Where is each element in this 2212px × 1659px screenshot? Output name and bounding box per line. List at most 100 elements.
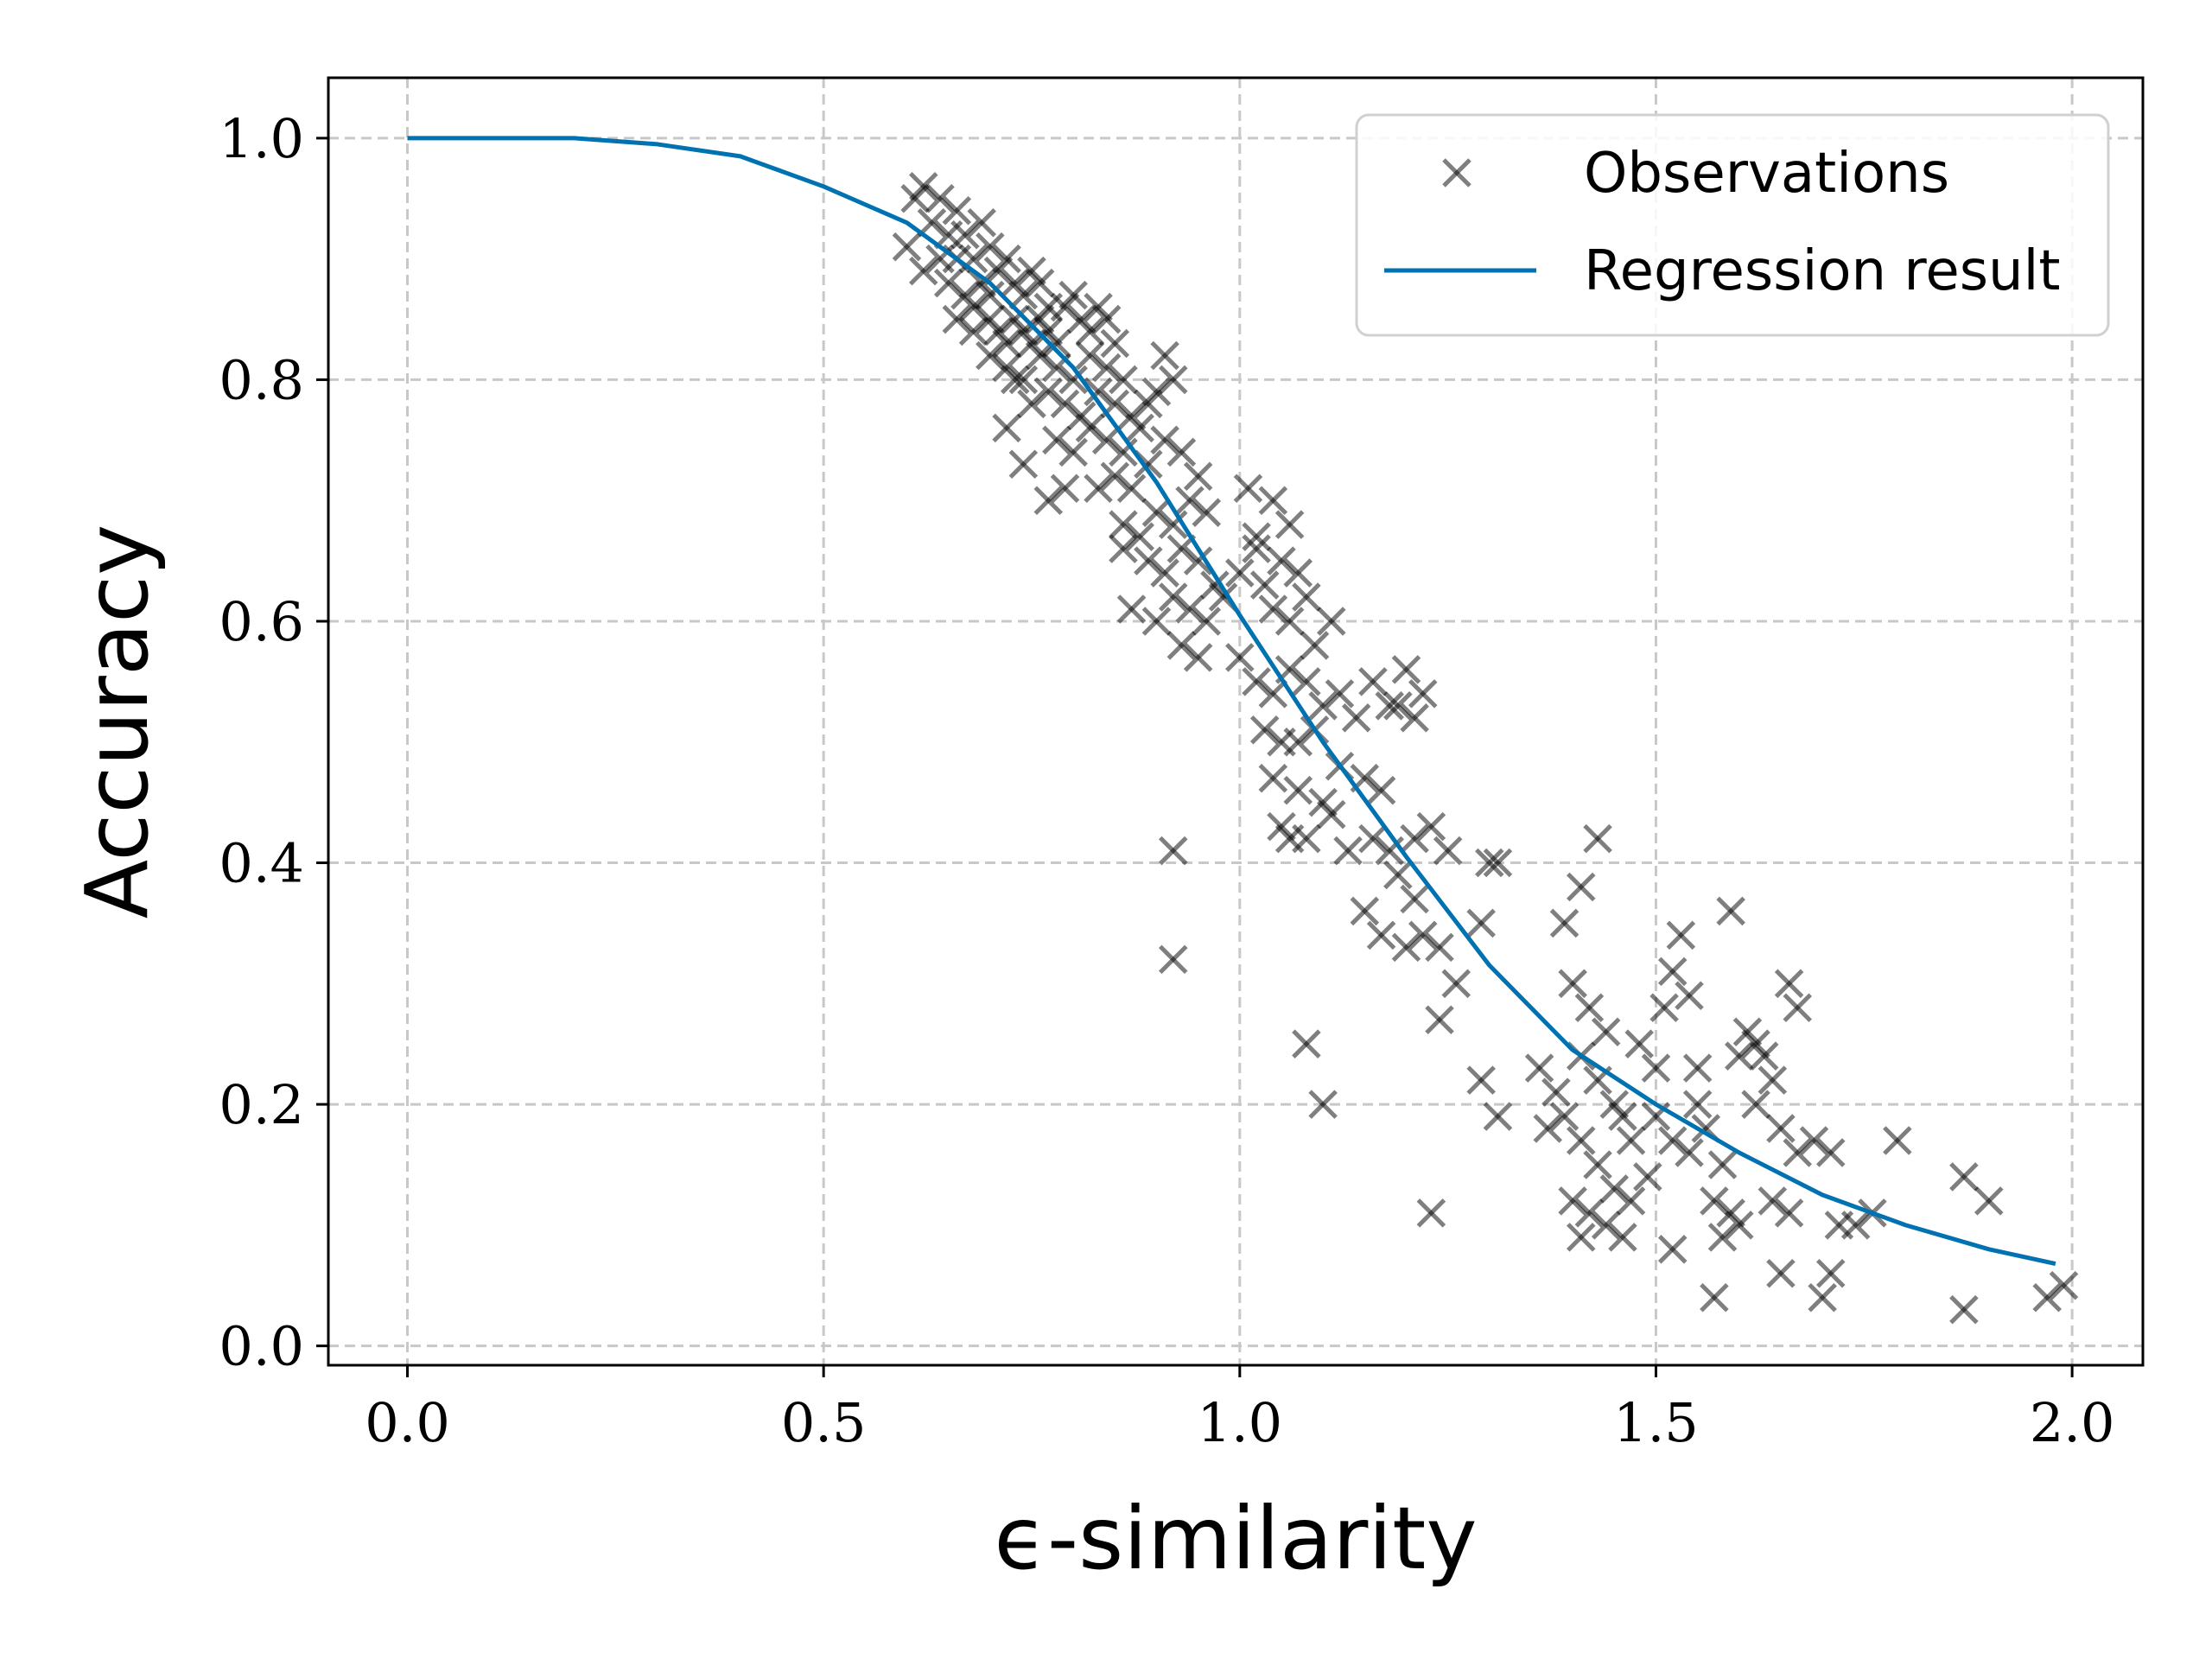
observation-point <box>950 219 980 250</box>
observation-point <box>1949 1162 1979 1192</box>
observation-point <box>1084 474 1113 504</box>
observation-point <box>1358 823 1388 854</box>
observation-point <box>900 184 930 213</box>
observation-point <box>1400 884 1429 914</box>
observation-point <box>1682 1053 1713 1083</box>
observation-point <box>1741 1090 1770 1119</box>
observation-point <box>1075 316 1105 346</box>
observation-point <box>1366 775 1396 805</box>
observation-point <box>958 316 988 346</box>
observation-point <box>1666 920 1696 950</box>
observation-point <box>1682 1090 1713 1119</box>
observation-point <box>1616 1186 1646 1216</box>
observation-point <box>2032 1282 2062 1313</box>
observation-point <box>1242 522 1271 551</box>
observation-point <box>1008 280 1039 310</box>
observation-point <box>1150 425 1179 455</box>
observation-point <box>1116 474 1147 504</box>
observation-point <box>1283 727 1313 757</box>
observation-point <box>1025 268 1055 298</box>
observation-point <box>1317 607 1346 636</box>
observation-point <box>1134 389 1163 419</box>
observation-point <box>1649 993 1679 1023</box>
observation-point <box>1067 401 1096 431</box>
observation-point <box>1258 763 1288 793</box>
observation-point <box>1141 377 1172 407</box>
observation-point <box>1050 474 1080 504</box>
observation-point <box>1283 775 1313 805</box>
observation-point <box>1050 389 1080 419</box>
observation-point <box>1042 328 1071 359</box>
observation-point <box>1125 413 1154 443</box>
observation-point <box>1783 1138 1812 1167</box>
observation-point <box>1375 691 1404 721</box>
observation-point <box>1067 304 1096 334</box>
observation-point <box>1433 836 1463 866</box>
observation-point <box>1799 1126 1829 1155</box>
observation-point <box>1166 437 1197 467</box>
observation-point <box>1391 932 1421 963</box>
observation-point <box>1058 437 1088 467</box>
observation-point <box>1258 486 1288 515</box>
observation-point <box>1258 679 1288 709</box>
regression-line <box>407 136 2056 1267</box>
observation-point <box>1042 425 1071 455</box>
observation-point <box>1141 498 1172 527</box>
observation-point <box>1100 328 1130 359</box>
observation-point <box>1783 993 1812 1023</box>
observation-point <box>1000 365 1030 395</box>
observation-point <box>1567 872 1596 902</box>
observation-point <box>1567 1223 1596 1252</box>
observation-point <box>976 280 1005 310</box>
observation-point <box>976 304 1005 334</box>
y-tick-label: 0.4 <box>219 832 304 895</box>
observation-point <box>1084 377 1113 407</box>
observation-point <box>983 256 1014 286</box>
y-tick-label: 1.0 <box>219 107 304 170</box>
y-tick-label: 0.2 <box>219 1073 304 1136</box>
observation-point <box>1258 594 1288 624</box>
observation-point <box>1707 1150 1738 1179</box>
observation-point <box>1017 389 1046 419</box>
observation-point <box>1292 582 1321 612</box>
observation-point <box>1058 280 1088 310</box>
observation-point <box>1725 1041 1754 1071</box>
observation-point <box>908 256 938 286</box>
x-tick-label: 0.5 <box>781 1391 867 1454</box>
observation-point <box>976 232 1005 262</box>
observation-point <box>1033 486 1064 515</box>
observation-point <box>1192 498 1222 527</box>
observation-point <box>950 280 980 310</box>
observation-point <box>1233 474 1263 504</box>
observation-point <box>1466 908 1496 938</box>
observation-point <box>992 328 1021 359</box>
observation-point <box>1716 1198 1745 1228</box>
observation-point <box>1574 993 1605 1023</box>
observation-point <box>992 353 1021 383</box>
observation-point <box>1425 1005 1454 1035</box>
observation-point <box>1383 691 1413 721</box>
observation-point <box>967 268 996 298</box>
observation-point <box>1125 522 1154 551</box>
observation-point <box>908 172 938 201</box>
observation-point <box>1109 510 1138 539</box>
observation-point <box>1425 932 1454 963</box>
observation-point <box>1558 969 1587 999</box>
observation-point <box>1700 1282 1729 1313</box>
observation-point <box>1707 1223 1738 1252</box>
observation-point <box>1183 461 1213 492</box>
observation-point <box>1675 981 1704 1011</box>
observation-point <box>992 413 1021 443</box>
observation-point <box>1158 365 1188 395</box>
observation-point <box>1308 787 1338 817</box>
axis-ticks: 0.0 0.5 1.0 1.5 2.0 0.0 0.2 0.4 0.6 0.8 1.0 <box>219 107 2114 1454</box>
observation-point <box>1292 667 1321 696</box>
observation-point <box>1008 365 1039 395</box>
observation-point <box>1608 1102 1637 1131</box>
observation-point <box>942 304 972 334</box>
observation-point <box>1150 340 1179 371</box>
observation-point <box>1608 1223 1637 1252</box>
observation-point <box>1242 667 1271 696</box>
observation-point <box>933 268 963 298</box>
